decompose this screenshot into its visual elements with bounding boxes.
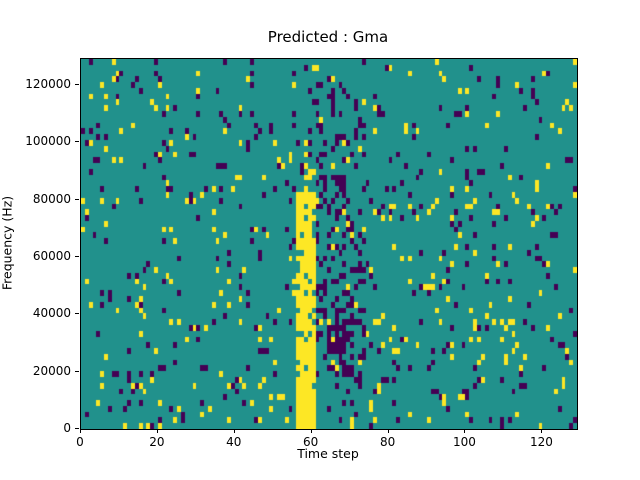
y-tick-label: 20000: [32, 363, 71, 378]
y-tick-label: 80000: [32, 191, 71, 206]
x-tick-label: 40: [226, 435, 242, 449]
x-tick-mark: [80, 429, 81, 433]
chart-title: Predicted : Gma: [267, 28, 389, 46]
x-tick-label: 0: [76, 435, 84, 449]
x-tick-label: 120: [529, 435, 553, 449]
heatmap-canvas: [81, 59, 577, 429]
x-tick-label: 60: [303, 435, 319, 449]
y-tick-mark: [75, 83, 79, 85]
y-tick-mark: [75, 198, 79, 200]
x-tick-mark: [464, 429, 466, 433]
x-tick-label: 80: [379, 435, 396, 449]
x-tick-mark: [541, 429, 543, 433]
plot-area: [80, 58, 578, 430]
y-tick-label: 0: [63, 421, 71, 435]
x-tick-mark: [233, 429, 235, 433]
x-tick-mark: [156, 429, 158, 433]
y-tick-mark: [75, 428, 79, 429]
y-tick-label: 120000: [25, 76, 71, 91]
y-tick-label: 60000: [32, 248, 71, 263]
x-tick-mark: [310, 429, 312, 433]
y-tick-mark: [75, 370, 79, 372]
y-tick-label: 100000: [25, 134, 71, 149]
y-tick-label: 40000: [32, 306, 71, 321]
y-tick-mark: [75, 313, 79, 315]
y-axis-label: Frequency (Hz): [0, 195, 15, 291]
x-tick-label: 100: [453, 435, 476, 449]
x-tick-label: 20: [149, 435, 165, 449]
x-axis-label: Time step: [297, 446, 359, 461]
y-tick-mark: [75, 255, 79, 257]
x-tick-mark: [387, 429, 389, 433]
y-tick-mark: [75, 141, 79, 143]
